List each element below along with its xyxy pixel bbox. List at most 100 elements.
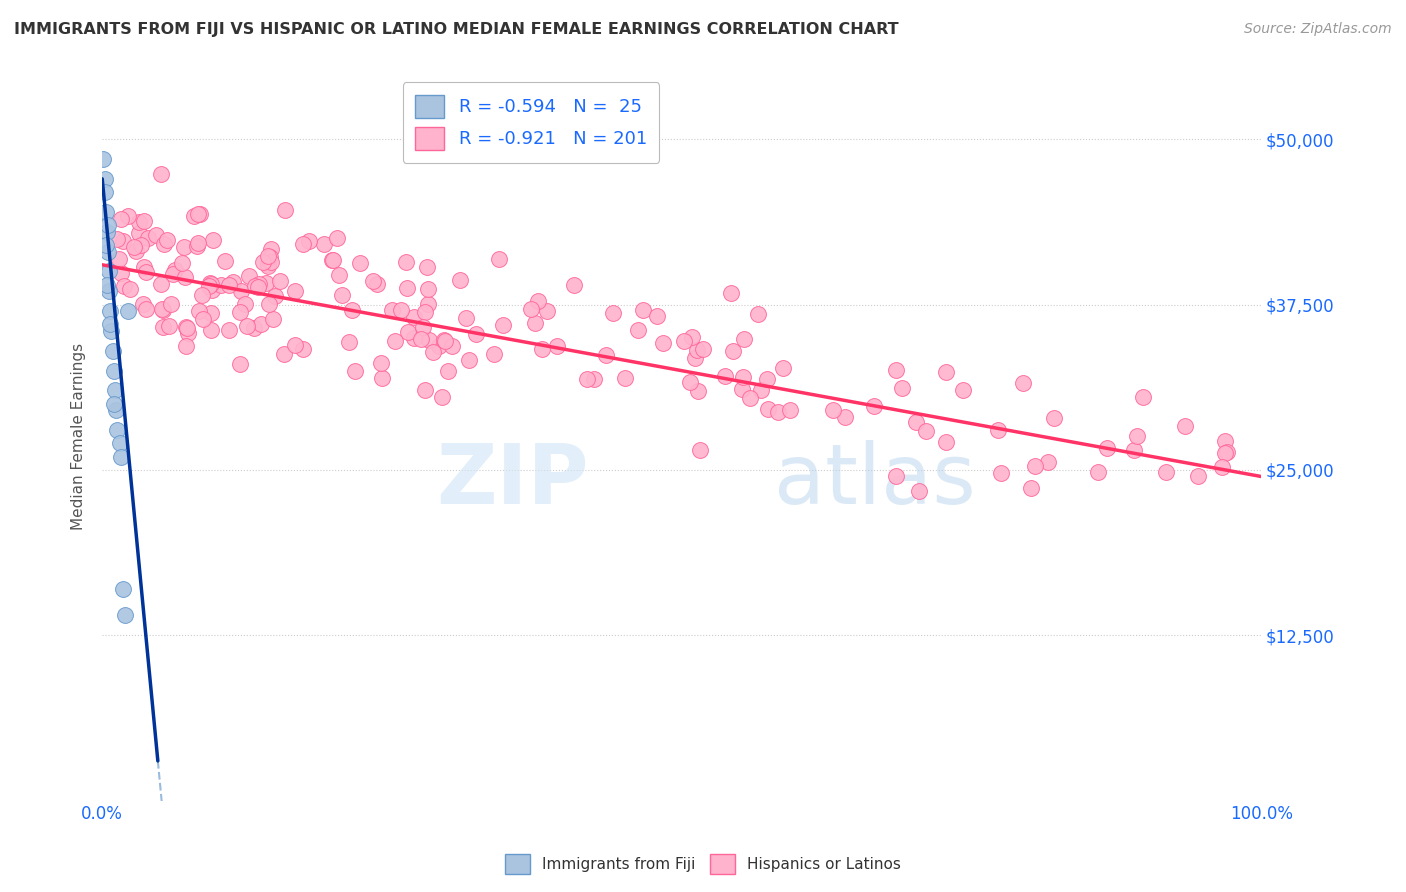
- Point: [112, 235, 135, 249]
- Point: [389, 302, 412, 317]
- Point: [110, 211, 132, 226]
- Point: [228, 305, 250, 319]
- Point: [536, 303, 558, 318]
- Point: [935, 434, 957, 449]
- Point: [321, 252, 343, 267]
- Point: [464, 326, 486, 341]
- Point: [1021, 481, 1043, 495]
- Point: [105, 403, 128, 417]
- Point: [749, 383, 772, 397]
- Point: [366, 277, 388, 292]
- Point: [915, 425, 938, 439]
- Point: [457, 353, 479, 368]
- Point: [935, 365, 957, 379]
- Point: [652, 335, 675, 350]
- Point: [153, 236, 176, 251]
- Point: [721, 344, 744, 359]
- Point: [98, 304, 121, 318]
- Point: [98, 285, 121, 299]
- Point: [1211, 459, 1233, 474]
- Point: [546, 339, 568, 353]
- Point: [602, 306, 624, 320]
- Point: [714, 368, 737, 383]
- Point: [150, 167, 173, 181]
- Point: [738, 391, 761, 405]
- Point: [256, 260, 278, 274]
- Point: [274, 202, 297, 217]
- Point: [733, 332, 755, 346]
- Point: [733, 370, 755, 384]
- Point: [524, 317, 547, 331]
- Point: [201, 283, 224, 297]
- Point: [821, 402, 844, 417]
- Point: [260, 242, 283, 256]
- Point: [863, 399, 886, 413]
- Point: [772, 360, 794, 375]
- Point: [190, 288, 212, 302]
- Point: [264, 289, 287, 303]
- Point: [150, 277, 173, 292]
- Point: [221, 275, 243, 289]
- Point: [679, 375, 702, 389]
- Point: [330, 287, 353, 301]
- Point: [96, 277, 118, 292]
- Point: [214, 253, 236, 268]
- Point: [337, 334, 360, 349]
- Point: [1215, 446, 1237, 460]
- Point: [384, 334, 406, 348]
- Point: [631, 302, 654, 317]
- Point: [145, 228, 167, 243]
- Point: [492, 318, 515, 332]
- Point: [152, 303, 174, 318]
- Point: [1154, 465, 1177, 479]
- Point: [93, 152, 115, 166]
- Point: [413, 383, 436, 397]
- Point: [105, 423, 128, 437]
- Point: [174, 269, 197, 284]
- Point: [269, 274, 291, 288]
- Point: [284, 338, 307, 352]
- Point: [172, 256, 194, 270]
- Point: [238, 268, 260, 283]
- Point: [254, 277, 277, 291]
- Point: [328, 268, 350, 283]
- Point: [200, 277, 222, 291]
- Point: [686, 384, 709, 398]
- Point: [520, 301, 543, 316]
- Point: [128, 226, 150, 240]
- Point: [257, 257, 280, 271]
- Point: [454, 310, 477, 325]
- Point: [284, 285, 307, 299]
- Point: [692, 342, 714, 356]
- Point: [418, 333, 440, 347]
- Point: [683, 351, 706, 365]
- Point: [1095, 442, 1118, 456]
- Point: [986, 423, 1008, 437]
- Point: [200, 305, 222, 319]
- Point: [93, 171, 115, 186]
- Point: [98, 264, 121, 278]
- Text: Source: ZipAtlas.com: Source: ZipAtlas.com: [1244, 22, 1392, 37]
- Point: [298, 235, 321, 249]
- Text: ZIP: ZIP: [436, 440, 589, 521]
- Point: [681, 330, 703, 344]
- Point: [441, 339, 464, 353]
- Point: [218, 278, 240, 293]
- Point: [613, 371, 636, 385]
- Point: [363, 274, 385, 288]
- Point: [160, 297, 183, 311]
- Point: [689, 442, 711, 457]
- Legend: Immigrants from Fiji, Hispanics or Latinos: Immigrants from Fiji, Hispanics or Latin…: [499, 848, 907, 880]
- Point: [202, 233, 225, 247]
- Point: [449, 273, 471, 287]
- Point: [564, 278, 586, 293]
- Point: [437, 364, 460, 378]
- Point: [418, 297, 440, 311]
- Text: IMMIGRANTS FROM FIJI VS HISPANIC OR LATINO MEDIAN FEMALE EARNINGS CORRELATION CH: IMMIGRANTS FROM FIJI VS HISPANIC OR LATI…: [14, 22, 898, 37]
- Point: [132, 297, 155, 311]
- Point: [779, 402, 801, 417]
- Point: [187, 304, 209, 318]
- Point: [136, 231, 159, 245]
- Point: [152, 319, 174, 334]
- Point: [1122, 442, 1144, 457]
